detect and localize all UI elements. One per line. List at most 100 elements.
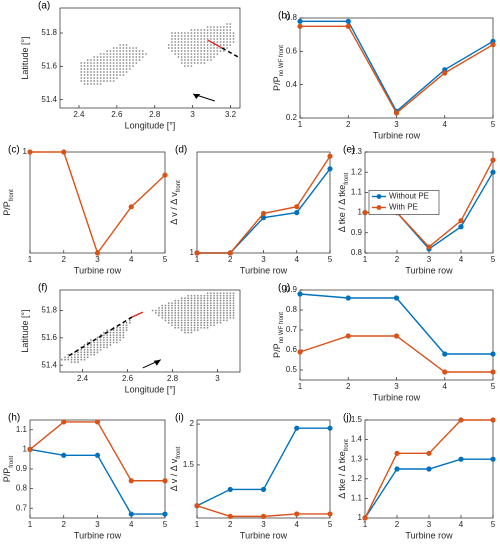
turbine-dot (171, 35, 173, 37)
turbine-dot (122, 65, 125, 67)
turbine-dot (209, 304, 212, 307)
point (294, 425, 300, 431)
turbine-dot (93, 353, 96, 356)
turbine-dot (171, 38, 173, 40)
turbine-dot (174, 41, 177, 43)
turbine-dot (193, 304, 196, 307)
x-axis-label: Turbine row (74, 265, 122, 275)
turbine-dot (187, 299, 190, 302)
turbine-dot (209, 312, 212, 314)
turbine-dot (122, 68, 125, 70)
turbine-dot (109, 56, 112, 58)
turbine-dot (196, 319, 199, 322)
turbine-dot (187, 324, 190, 327)
x-tick-label: 2.4 (73, 110, 85, 119)
turbine-dot (184, 44, 186, 46)
turbine-dot (99, 339, 102, 341)
turbine-dot (213, 38, 215, 40)
turbine-dot (180, 56, 183, 58)
turbine-dot (174, 35, 177, 37)
point (61, 149, 67, 155)
turbine-dot (106, 344, 109, 346)
turbine-dot (216, 307, 219, 309)
turbine-dot (77, 353, 79, 356)
turbine-dot (112, 80, 115, 82)
turbine-dot (90, 77, 92, 79)
turbine-dot (83, 71, 86, 73)
turbine-dot (206, 319, 209, 322)
turbine-dot (190, 294, 193, 297)
y-axis-label: Latitude [°] (20, 309, 30, 352)
turbine-dot (219, 32, 222, 34)
turbine-dot (184, 32, 186, 34)
turbine-dot (219, 38, 222, 40)
turbine-dot (200, 314, 203, 317)
point (128, 204, 134, 210)
turbine-dot (128, 53, 131, 55)
turbine-dot (216, 26, 219, 28)
turbine-dot (93, 65, 96, 67)
turbine-dot (138, 59, 141, 61)
x-axis-label: Turbine row (240, 265, 288, 275)
plot-area (196, 151, 331, 254)
turbine-dot (193, 316, 196, 319)
point (294, 210, 300, 216)
turbine-dot (219, 292, 222, 295)
turbine-dot (161, 304, 164, 307)
turbine-dot (187, 314, 190, 317)
turbine-dot (219, 41, 222, 43)
point (27, 149, 33, 155)
turbine-dot (174, 53, 177, 55)
turbine-dot (103, 339, 105, 341)
turbine-dot (216, 316, 219, 319)
turbine-dot (196, 329, 199, 332)
turbine-dot (229, 26, 232, 28)
turbine-dot (80, 353, 83, 356)
turbine-dot (213, 297, 215, 300)
turbine-dot (232, 41, 235, 43)
turbine-dot (119, 329, 122, 332)
turbine-dot (232, 38, 235, 40)
y-tick-label: 0.6 (286, 46, 298, 55)
turbine-dot (106, 65, 109, 67)
y-tick-label: 1.4 (351, 435, 363, 444)
turbine-dot (103, 331, 105, 334)
turbine-dot (167, 314, 170, 317)
turbine-dot (213, 41, 215, 43)
turbine-dot (83, 356, 86, 359)
y-tick-label: 1.1 (351, 188, 363, 197)
turbine-dot (158, 307, 160, 309)
turbine-dot (232, 35, 235, 37)
turbine-dot (190, 44, 193, 46)
turbine-dot (229, 307, 232, 309)
turbine-dot (213, 299, 215, 302)
point (61, 419, 67, 425)
point (345, 23, 351, 29)
x-tick-label: 4 (443, 382, 448, 391)
turbine-dot (115, 77, 118, 79)
turbine-dot (193, 62, 196, 64)
turbine-dot (222, 41, 225, 43)
turbine-dot (83, 62, 86, 64)
turbine-dot (90, 353, 92, 356)
turbine-dot (174, 50, 177, 52)
turbine-dot (206, 292, 209, 295)
point (128, 511, 134, 517)
turbine-dot (222, 314, 225, 317)
turbine-dot (99, 68, 102, 70)
turbine-dot (229, 299, 232, 302)
turbine-dot (83, 344, 86, 346)
turbine-dot (122, 336, 125, 339)
turbine-dot (206, 50, 209, 52)
turbine-dot (206, 297, 209, 300)
turbine-dot (158, 312, 160, 314)
turbine-dot (190, 302, 193, 305)
turbine-dot (187, 44, 190, 46)
legend-marker (376, 205, 382, 210)
turbine-dot (171, 47, 173, 49)
turbine-dot (177, 44, 180, 46)
turbine-dot (216, 35, 219, 37)
turbine-dot (171, 44, 173, 46)
point (458, 218, 464, 224)
turbine-dot (99, 77, 102, 79)
